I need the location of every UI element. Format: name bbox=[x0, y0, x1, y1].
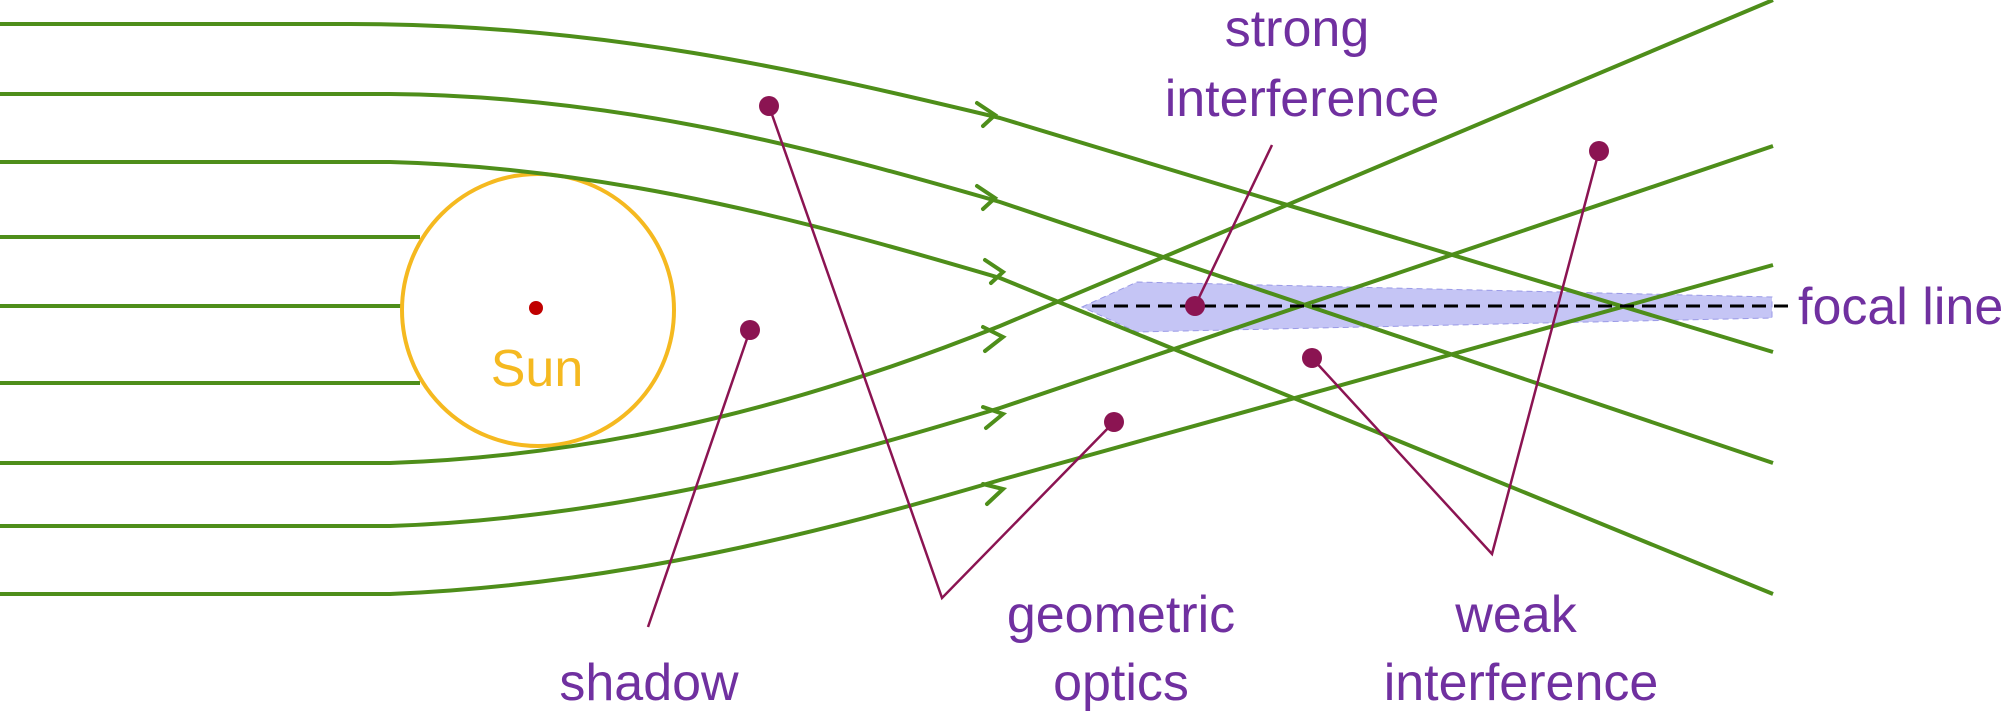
pointer-strong bbox=[1193, 144, 1274, 307]
weak-interference-label-line1: weak bbox=[1454, 586, 1577, 644]
pointer-shadow bbox=[646, 329, 752, 628]
light-ray bbox=[0, 22, 1774, 354]
arrowhead bbox=[983, 258, 1007, 285]
pointer-weak bbox=[1311, 150, 1601, 557]
shadow-label: shadow bbox=[559, 654, 739, 712]
upper-rays bbox=[0, 22, 1774, 596]
lower-rays bbox=[0, 0, 1774, 596]
strong-interference-label-line2: interference bbox=[1165, 70, 1440, 128]
marker-dot bbox=[1302, 348, 1322, 368]
arrowhead bbox=[981, 405, 1008, 430]
weak-interference-label-line2: interference bbox=[1384, 654, 1659, 712]
marker-dot bbox=[1185, 296, 1205, 316]
blocked-rays bbox=[0, 235, 420, 385]
arrowhead bbox=[975, 101, 999, 128]
light-ray bbox=[0, 160, 1774, 596]
arrowhead bbox=[981, 482, 1008, 506]
marker-dot bbox=[1589, 141, 1609, 161]
geometric-optics-label-line2: optics bbox=[1053, 654, 1189, 712]
marker-dot bbox=[740, 320, 760, 340]
geometric-optics-label-line1: geometric bbox=[1007, 586, 1235, 644]
focal-line-label: focal line bbox=[1798, 278, 2003, 336]
arrowhead bbox=[975, 184, 999, 211]
light-ray bbox=[0, 263, 1774, 596]
ray-arrows bbox=[975, 101, 1008, 506]
light-ray bbox=[0, 144, 1774, 528]
strong-interference-label-line1: strong bbox=[1225, 0, 1370, 58]
markers bbox=[740, 96, 1609, 432]
pointer-lines bbox=[646, 105, 1601, 628]
sun-center-dot bbox=[529, 301, 543, 315]
marker-dot bbox=[759, 96, 779, 116]
light-ray bbox=[0, 0, 1774, 465]
marker-dot bbox=[1104, 412, 1124, 432]
pointer-geometric bbox=[767, 105, 1115, 601]
arrowhead bbox=[981, 325, 1007, 353]
light-ray bbox=[0, 92, 1774, 465]
sun-label: Sun bbox=[491, 340, 584, 398]
